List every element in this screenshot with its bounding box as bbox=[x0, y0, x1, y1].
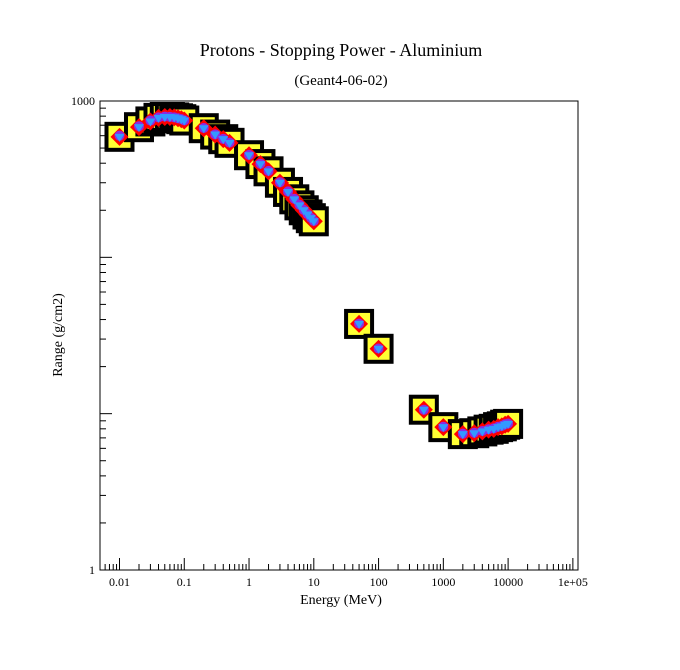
triangle-marker bbox=[218, 136, 229, 145]
y-axis bbox=[100, 100, 112, 571]
triangle-marker bbox=[354, 320, 365, 329]
triangle-marker bbox=[263, 168, 274, 177]
chart-subtitle: (Geant4-06-02) bbox=[294, 73, 387, 89]
y-tick-label: 1000 bbox=[71, 94, 95, 108]
x-tick-label: 10 bbox=[308, 575, 320, 589]
x-tick-label: 1 bbox=[246, 575, 252, 589]
triangle-marker bbox=[469, 430, 480, 439]
triangle-marker bbox=[114, 133, 125, 142]
x-tick-label: 100 bbox=[370, 575, 388, 589]
y-axis-label: Range (g/cm2) bbox=[51, 293, 66, 377]
triangle-marker bbox=[244, 152, 255, 161]
triangle-marker bbox=[153, 114, 164, 123]
triangle-marker bbox=[373, 345, 384, 354]
triangle-marker bbox=[283, 188, 294, 197]
chart-title: Protons - Stopping Power - Aluminium bbox=[200, 40, 483, 60]
plot-frame bbox=[99, 100, 579, 571]
x-tick-label: 0.01 bbox=[109, 575, 130, 589]
x-axis bbox=[99, 558, 574, 570]
triangle-marker bbox=[477, 428, 488, 437]
x-tick-label: 10000 bbox=[493, 575, 523, 589]
triangle-marker bbox=[457, 431, 468, 440]
triangle-marker bbox=[133, 124, 144, 133]
triangle-marker bbox=[289, 196, 300, 205]
triangle-marker bbox=[308, 218, 319, 227]
triangle-marker bbox=[298, 207, 309, 216]
triangle-marker bbox=[255, 161, 266, 170]
y-tick-label: 1 bbox=[89, 563, 95, 577]
triangle-marker bbox=[198, 125, 209, 134]
triangle-marker bbox=[274, 179, 285, 188]
triangle-marker bbox=[145, 118, 156, 127]
triangle-marker bbox=[418, 406, 429, 415]
x-tick-label: 1e+05 bbox=[558, 575, 588, 589]
triangle-marker bbox=[210, 131, 221, 140]
x-axis-label: Energy (MeV) bbox=[300, 593, 382, 608]
triangle-marker bbox=[224, 139, 235, 148]
triangle-marker bbox=[438, 424, 449, 433]
x-tick-label: 0.1 bbox=[177, 575, 192, 589]
triangle-marker bbox=[294, 202, 305, 211]
triangle-marker bbox=[503, 420, 514, 429]
triangle-marker bbox=[179, 117, 190, 126]
x-tick-label: 1000 bbox=[431, 575, 455, 589]
data-points bbox=[104, 102, 524, 450]
tick-labels: 0.01 0.1 1 10 100 1000 10000 1e+05 1 1000 bbox=[71, 94, 588, 589]
